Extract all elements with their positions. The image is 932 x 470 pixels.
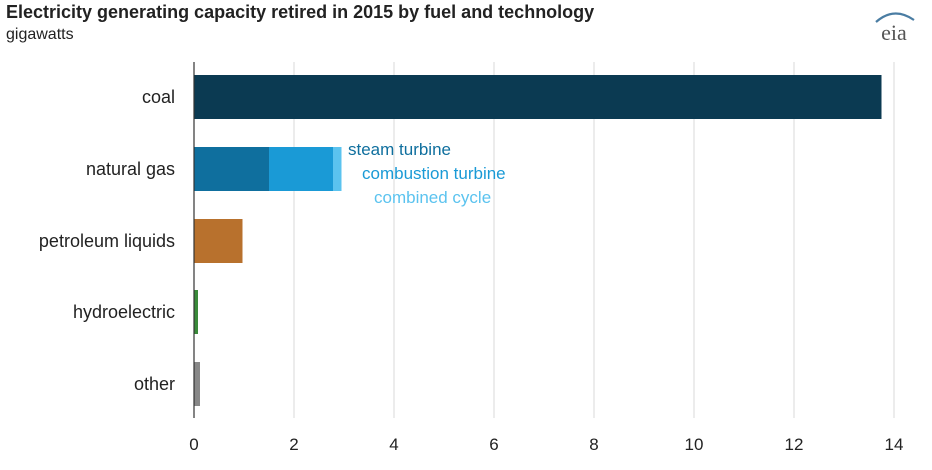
- x-tick-label: 14: [885, 435, 904, 454]
- bar-combined-cycle: [333, 147, 342, 191]
- category-label: coal: [142, 87, 175, 107]
- x-tick-label: 0: [189, 435, 198, 454]
- chart-subtitle: gigawatts: [6, 26, 74, 43]
- annotation-label: combined cycle: [374, 188, 491, 207]
- x-tick-label: 4: [389, 435, 398, 454]
- bar-combustion-turbine: [269, 147, 333, 191]
- annotation-label: steam turbine: [348, 140, 451, 159]
- eia-logo: eia: [875, 12, 915, 44]
- x-tick-label: 2: [289, 435, 298, 454]
- x-tick-label: 12: [785, 435, 804, 454]
- bar-steam-turbine: [194, 147, 269, 191]
- x-tick-label: 10: [685, 435, 704, 454]
- x-tick-label: 8: [589, 435, 598, 454]
- chart-title: Electricity generating capacity retired …: [6, 2, 595, 22]
- eia-logo-text: eia: [881, 20, 907, 44]
- category-label: petroleum liquids: [39, 231, 175, 251]
- annotation-label: combustion turbine: [362, 164, 506, 183]
- category-label: natural gas: [86, 159, 175, 179]
- bar-coal: [194, 75, 882, 119]
- x-tick-label: 6: [489, 435, 498, 454]
- bar-petroleum-liquids: [194, 219, 243, 263]
- bar-hydroelectric: [194, 290, 198, 334]
- bar-other: [194, 362, 200, 406]
- category-label: other: [134, 374, 175, 394]
- category-label: hydroelectric: [73, 302, 175, 322]
